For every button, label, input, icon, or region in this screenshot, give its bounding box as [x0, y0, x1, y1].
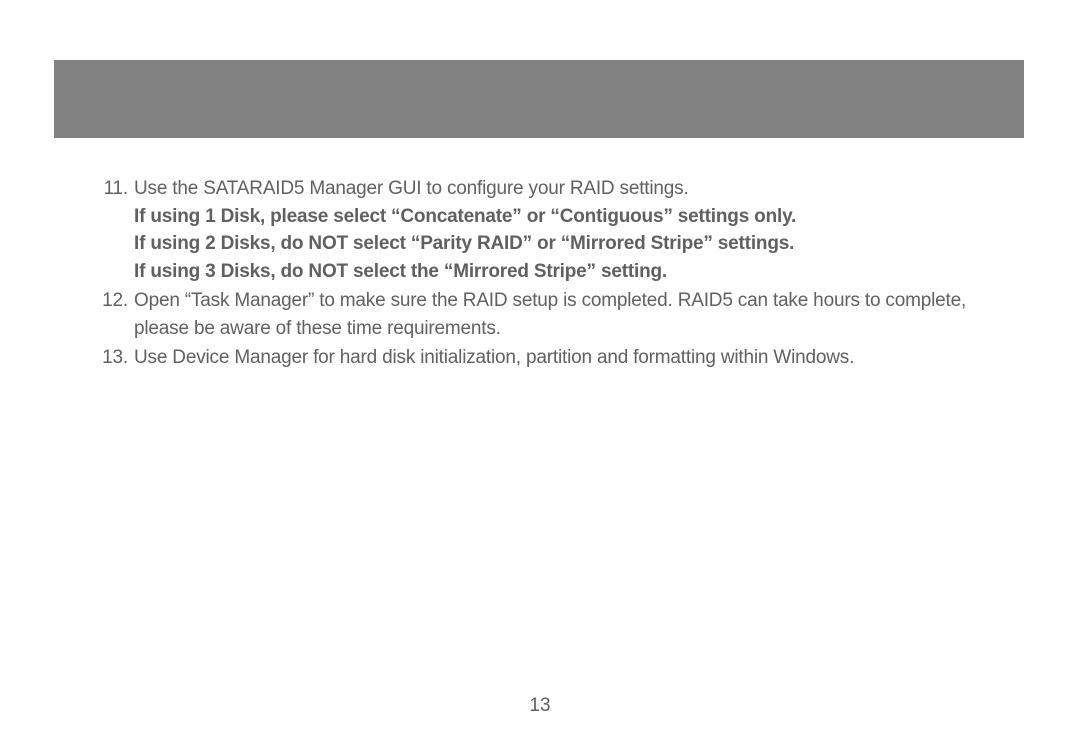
- list-item-bold-line: If using 2 Disks, do NOT select “Parity …: [134, 230, 994, 258]
- list-item-bold-line: If using 1 Disk, please select “Concaten…: [134, 203, 994, 231]
- list-item: 12. Open “Task Manager” to make sure the…: [94, 287, 994, 342]
- list-item-number: 11.: [94, 175, 134, 285]
- list-item-body: Use the SATARAID5 Manager GUI to configu…: [134, 175, 994, 285]
- list-item-number: 12.: [94, 287, 134, 342]
- list-item: 13. Use Device Manager for hard disk ini…: [94, 344, 994, 372]
- list-item-body: Open “Task Manager” to make sure the RAI…: [134, 287, 994, 342]
- list-item-text: Open “Task Manager” to make sure the RAI…: [134, 290, 966, 339]
- list-item-number: 13.: [94, 344, 134, 372]
- document-page: 11. Use the SATARAID5 Manager GUI to con…: [0, 0, 1080, 752]
- list-item-bold-line: If using 3 Disks, do NOT select the “Mir…: [134, 258, 994, 286]
- header-bar: [54, 60, 1024, 138]
- list-item: 11. Use the SATARAID5 Manager GUI to con…: [94, 175, 994, 285]
- list-item-text: Use Device Manager for hard disk initial…: [134, 347, 854, 368]
- content-area: 11. Use the SATARAID5 Manager GUI to con…: [94, 175, 994, 374]
- list-item-body: Use Device Manager for hard disk initial…: [134, 344, 994, 372]
- instruction-list: 11. Use the SATARAID5 Manager GUI to con…: [94, 175, 994, 372]
- list-item-text: Use the SATARAID5 Manager GUI to configu…: [134, 178, 689, 199]
- page-number: 13: [0, 695, 1080, 717]
